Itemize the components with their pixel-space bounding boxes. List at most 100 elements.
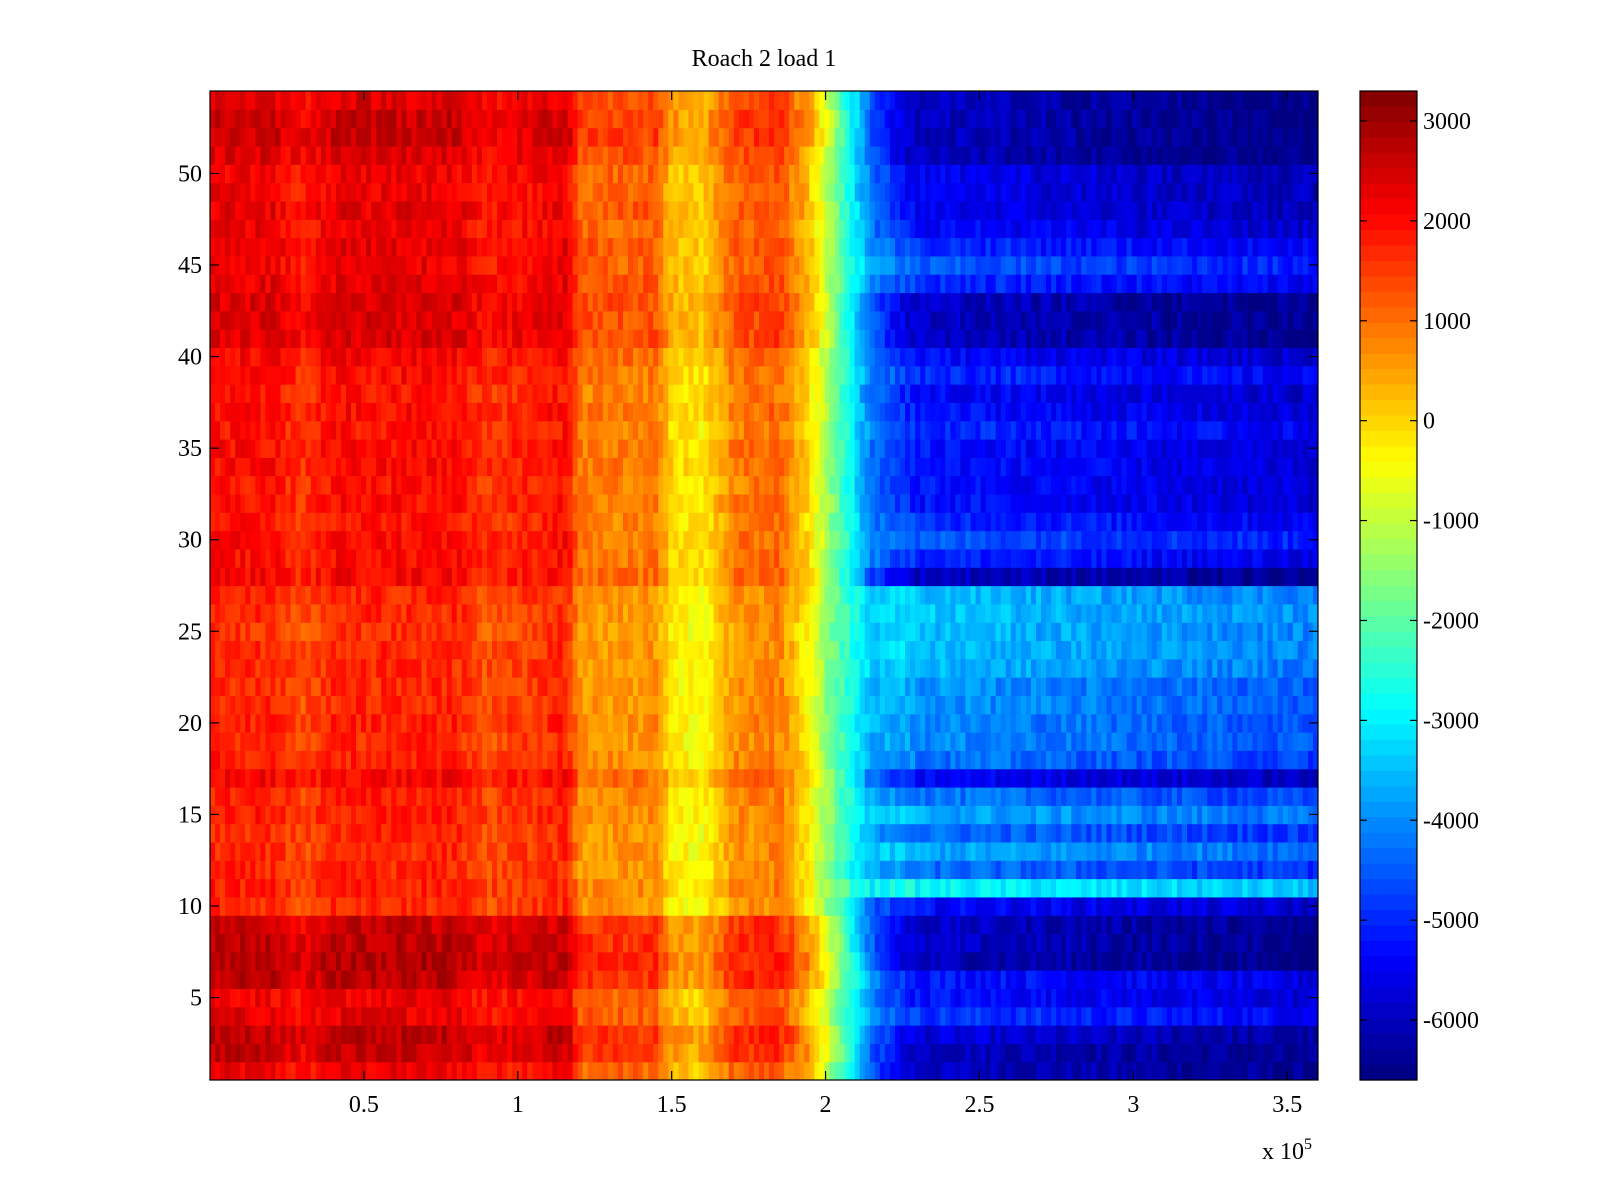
heatmap-cell <box>1111 988 1118 1008</box>
heatmap-cell <box>497 805 503 825</box>
heatmap-cell <box>693 823 700 843</box>
heatmap-cell <box>829 732 836 751</box>
heatmap-cell <box>295 896 302 916</box>
heatmap-cell <box>562 1043 569 1063</box>
heatmap-cell <box>859 677 866 696</box>
heatmap-cell <box>668 915 674 935</box>
heatmap-cell <box>376 732 382 751</box>
heatmap-cell <box>441 823 448 843</box>
heatmap-cell <box>381 677 387 696</box>
heatmap-cell <box>602 933 609 953</box>
heatmap-cell <box>492 658 498 678</box>
heatmap-cell <box>340 750 347 770</box>
heatmap-cell <box>864 677 871 696</box>
heatmap-cell <box>577 805 584 825</box>
heatmap-cell <box>612 786 619 806</box>
heatmap-cell <box>1081 713 1087 733</box>
heatmap-cell <box>653 841 659 861</box>
heatmap-cell <box>849 1025 856 1044</box>
heatmap-cell <box>945 695 951 715</box>
heatmap-cell <box>1076 878 1082 898</box>
heatmap-cell <box>1262 805 1269 825</box>
heatmap-cell <box>708 896 715 916</box>
heatmap-cell <box>985 841 992 861</box>
heatmap-cell <box>1192 1061 1198 1080</box>
heatmap-cell <box>970 1006 977 1026</box>
heatmap-cell <box>547 658 554 678</box>
heatmap-cell <box>975 951 982 971</box>
heatmap-cell <box>955 677 962 696</box>
heatmap-cell <box>285 988 292 1008</box>
heatmap-cell <box>547 860 554 880</box>
heatmap-cell <box>1076 750 1082 770</box>
heatmap-cell <box>758 768 765 788</box>
heatmap-cell <box>456 1025 463 1044</box>
heatmap-cell <box>280 970 287 990</box>
heatmap-cell <box>451 988 458 1008</box>
heatmap-cell <box>859 768 866 788</box>
heatmap-cell <box>935 951 941 971</box>
heatmap-cell <box>1071 768 1077 788</box>
heatmap-cell <box>1015 878 1022 898</box>
heatmap-cell <box>1136 677 1143 696</box>
heatmap-cell <box>366 951 372 971</box>
heatmap-cell <box>381 970 387 990</box>
heatmap-cell <box>1101 732 1108 751</box>
heatmap-cell <box>1302 878 1309 898</box>
heatmap-cell <box>1307 677 1314 696</box>
heatmap-cell <box>597 658 604 678</box>
heatmap-cell <box>416 713 423 733</box>
heatmap-cell <box>476 768 483 788</box>
heatmap-cell <box>1066 732 1072 751</box>
heatmap-cell <box>1146 823 1153 843</box>
heatmap-cell <box>1227 915 1233 935</box>
heatmap-cell <box>421 805 428 825</box>
heatmap-cell <box>305 933 312 953</box>
heatmap-cell <box>1272 841 1279 861</box>
heatmap-cell <box>572 915 579 935</box>
heatmap-cell <box>879 841 886 861</box>
heatmap-cell <box>1182 933 1188 953</box>
heatmap-cell <box>1156 970 1163 990</box>
heatmap-cell <box>769 786 775 806</box>
heatmap-cell <box>905 768 911 788</box>
heatmap-cell <box>497 951 503 971</box>
heatmap-cell <box>421 695 428 715</box>
heatmap-cell <box>431 1043 438 1063</box>
heatmap-cell <box>1252 970 1259 990</box>
heatmap-cell <box>255 713 261 733</box>
heatmap-cell <box>507 786 513 806</box>
heatmap-cell <box>753 1006 760 1026</box>
heatmap-cell <box>1232 951 1239 971</box>
heatmap-cell <box>970 878 977 898</box>
heatmap-cell <box>1071 970 1077 990</box>
heatmap-cell <box>975 658 982 678</box>
heatmap-cell <box>532 732 538 751</box>
heatmap-cell <box>1217 823 1223 843</box>
heatmap-cell <box>1312 695 1318 715</box>
heatmap-cell <box>1161 951 1168 971</box>
heatmap-cell <box>854 841 861 861</box>
heatmap-cell <box>753 878 760 898</box>
heatmap-cell <box>799 805 805 825</box>
heatmap-cell <box>547 933 554 953</box>
heatmap-cell <box>1287 786 1294 806</box>
heatmap-cell <box>910 860 916 880</box>
heatmap-cell <box>1046 823 1052 843</box>
heatmap-cell <box>340 860 347 880</box>
heatmap-cell <box>275 1006 282 1026</box>
heatmap-cell <box>728 841 735 861</box>
heatmap-cell <box>698 750 705 770</box>
heatmap-cell <box>567 786 574 806</box>
heatmap-cell <box>753 1043 760 1063</box>
heatmap-cell <box>693 658 700 678</box>
heatmap-cell <box>446 933 453 953</box>
heatmap-cell <box>678 786 685 806</box>
heatmap-cell <box>1207 841 1213 861</box>
heatmap-cell <box>1166 896 1173 916</box>
heatmap-cell <box>376 841 382 861</box>
heatmap-cell <box>1096 713 1103 733</box>
heatmap-cell <box>597 823 604 843</box>
heatmap-cell <box>1076 1006 1082 1026</box>
